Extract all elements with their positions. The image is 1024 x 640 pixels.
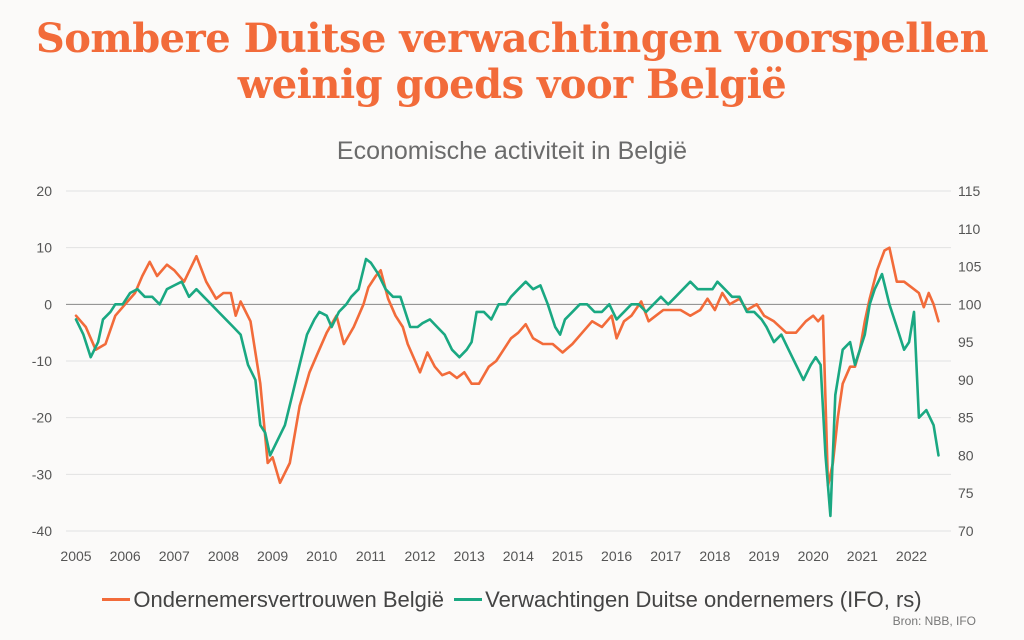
x-tick-label: 2016: [601, 548, 632, 564]
series-line-belgium: [74, 246, 940, 487]
legend-swatch-ifo: [454, 598, 483, 601]
left-tick-label: -40: [32, 523, 52, 539]
x-tick-label: 2009: [257, 548, 288, 564]
x-tick-label: 2017: [650, 548, 681, 564]
left-tick-label: -30: [32, 466, 52, 482]
chart-subtitle: Economische activiteit in België: [336, 137, 688, 165]
x-tick-label: 2020: [798, 548, 829, 564]
right-tick-label: 115: [958, 183, 981, 199]
x-tick-label: 2018: [699, 548, 730, 564]
x-tick-label: 2010: [306, 548, 337, 564]
x-tick-label: 2022: [896, 548, 927, 564]
x-tick-label: 2011: [356, 548, 386, 564]
right-axis-ticks: 115 110 105 100 95 90 85 80 75 70: [958, 183, 982, 539]
legend-item-ifo: Verwachtingen Duitse ondernemers (IFO, r…: [454, 587, 922, 613]
right-tick-label: 100: [958, 296, 982, 312]
title-line-2: weinig goeds voor België: [237, 61, 787, 108]
x-tick-label: 2021: [847, 548, 878, 564]
x-tick-label: 2006: [110, 548, 141, 564]
x-tick-label: 2019: [748, 548, 779, 564]
left-axis-ticks: 20 10 0 -10 -20 -30 -40: [32, 183, 52, 539]
legend-label-ifo: Verwachtingen Duitse ondernemers (IFO, r…: [485, 586, 922, 612]
x-tick-label: 2012: [404, 548, 435, 564]
legend-swatch-belgium: [102, 598, 131, 601]
right-tick-label: 90: [958, 372, 974, 388]
x-tick-label: 2008: [208, 548, 239, 564]
left-tick-label: 10: [36, 240, 52, 256]
right-tick-label: 85: [958, 410, 974, 426]
chart-title: Sombere Duitse verwachtingen voorspellen…: [0, 16, 1024, 108]
left-tick-label: 20: [36, 183, 52, 199]
left-tick-label: 0: [44, 296, 52, 312]
x-tick-label: 2005: [60, 548, 91, 564]
left-tick-label: -10: [32, 353, 52, 369]
x-tick-label: 2015: [552, 548, 583, 564]
right-tick-label: 80: [958, 447, 974, 463]
series-line-ifo: [74, 257, 940, 518]
left-tick-label: -20: [32, 410, 52, 426]
right-tick-label: 110: [958, 221, 981, 237]
gridlines: [66, 190, 951, 532]
right-tick-label: 105: [958, 259, 982, 275]
title-line-1: Sombere Duitse verwachtingen voorspellen: [35, 15, 989, 62]
legend: Ondernemersvertrouwen België Verwachting…: [0, 581, 1024, 613]
x-axis-ticks: 2005 2006 2007 2008 2009 2010 2011 2012 2013 2014…: [60, 548, 927, 564]
x-tick-label: 2014: [503, 548, 534, 564]
legend-label-belgium: Ondernemersvertrouwen België: [133, 586, 444, 612]
source-note: Bron: NBB, IFO: [892, 614, 976, 628]
right-tick-label: 70: [958, 523, 974, 539]
x-tick-label: 2007: [159, 548, 190, 564]
legend-item-belgium: Ondernemersvertrouwen België: [102, 587, 444, 613]
right-tick-label: 95: [958, 334, 974, 350]
right-tick-label: 75: [958, 485, 974, 501]
series-lines: [74, 246, 940, 518]
x-tick-label: 2013: [454, 548, 485, 564]
